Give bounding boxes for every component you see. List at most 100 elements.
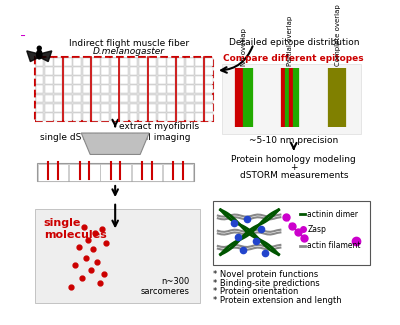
Bar	[101, 104, 109, 111]
Bar	[36, 58, 44, 66]
Bar	[38, 163, 194, 181]
Bar	[205, 104, 213, 111]
Bar	[54, 113, 62, 121]
Bar	[195, 113, 203, 121]
Bar	[92, 76, 100, 84]
Bar	[148, 58, 156, 66]
Bar	[158, 67, 166, 75]
Bar	[36, 113, 44, 121]
Bar	[167, 104, 175, 111]
Bar	[213, 201, 370, 265]
Bar	[45, 85, 53, 93]
Bar	[130, 104, 138, 111]
Bar	[111, 104, 119, 111]
Bar	[139, 58, 147, 66]
Text: dSTORM measurements: dSTORM measurements	[240, 171, 348, 179]
Bar	[195, 95, 203, 102]
Bar	[186, 95, 194, 102]
Bar	[64, 113, 72, 121]
Bar	[111, 85, 119, 93]
Text: +: +	[290, 163, 298, 172]
Bar	[167, 76, 175, 84]
Bar	[73, 67, 81, 75]
Bar	[130, 76, 138, 84]
Bar	[158, 104, 166, 111]
Bar	[186, 85, 194, 93]
Bar	[139, 104, 147, 111]
Bar	[45, 104, 53, 111]
Bar	[92, 58, 100, 66]
Bar	[64, 58, 72, 66]
Text: Zasp: Zasp	[307, 225, 326, 234]
Bar	[176, 85, 184, 93]
Bar	[167, 85, 175, 93]
Bar	[45, 95, 53, 102]
Bar	[92, 113, 100, 121]
Bar	[82, 85, 90, 93]
Bar	[35, 57, 213, 122]
Bar	[158, 113, 166, 121]
Bar	[54, 67, 62, 75]
Bar	[167, 113, 175, 121]
Bar	[73, 85, 81, 93]
Text: single dSTORM myofibril imaging: single dSTORM myofibril imaging	[40, 133, 190, 142]
Bar	[176, 58, 184, 66]
Bar	[139, 95, 147, 102]
Bar	[54, 76, 62, 84]
Bar	[205, 113, 213, 121]
Bar	[205, 67, 213, 75]
Bar	[35, 209, 200, 303]
Bar	[64, 104, 72, 111]
Bar	[186, 58, 194, 66]
Bar	[132, 164, 162, 181]
Bar	[54, 85, 62, 93]
Bar	[45, 113, 53, 121]
Bar	[111, 113, 119, 121]
Bar	[36, 95, 44, 102]
Bar	[120, 104, 128, 111]
Bar	[120, 85, 128, 93]
Bar	[205, 58, 213, 66]
Bar	[92, 95, 100, 102]
Bar	[38, 164, 68, 181]
Bar	[120, 76, 128, 84]
Bar	[82, 104, 90, 111]
Bar	[176, 95, 184, 102]
Text: actin filament: actin filament	[307, 241, 361, 250]
Text: * Protein orientation: * Protein orientation	[213, 288, 299, 296]
Bar	[111, 67, 119, 75]
Bar	[82, 58, 90, 66]
Bar	[148, 95, 156, 102]
Bar	[82, 95, 90, 102]
Text: extract myofibrils: extract myofibrils	[119, 122, 199, 131]
Bar	[130, 113, 138, 121]
Polygon shape	[27, 51, 38, 62]
Bar	[222, 64, 361, 134]
Text: actinin dimer: actinin dimer	[307, 210, 358, 219]
Bar	[54, 104, 62, 111]
Text: No overlap: No overlap	[241, 28, 247, 66]
Bar	[54, 95, 62, 102]
Bar	[45, 76, 53, 84]
Text: single
molecules: single molecules	[44, 218, 106, 240]
Bar	[73, 113, 81, 121]
Bar	[73, 76, 81, 84]
Bar	[148, 67, 156, 75]
Bar	[36, 104, 44, 111]
Bar	[148, 104, 156, 111]
Bar	[130, 67, 138, 75]
Bar	[54, 58, 62, 66]
Bar	[195, 104, 203, 111]
Ellipse shape	[36, 50, 42, 59]
Bar	[101, 85, 109, 93]
Bar	[205, 85, 213, 93]
Bar	[111, 95, 119, 102]
Bar	[176, 76, 184, 84]
Bar	[120, 113, 128, 121]
Bar	[205, 76, 213, 84]
Text: D.melanogaster: D.melanogaster	[92, 47, 164, 56]
Text: Partial overlap: Partial overlap	[287, 16, 293, 66]
Text: * Binding-site predictions: * Binding-site predictions	[213, 279, 320, 288]
Bar	[158, 85, 166, 93]
Bar	[45, 67, 53, 75]
